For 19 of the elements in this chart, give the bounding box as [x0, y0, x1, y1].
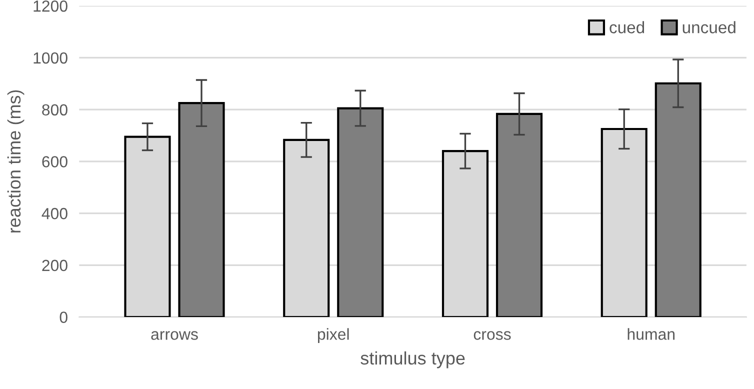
x-tick-label: human [628, 328, 675, 340]
x-tick-label: cross [474, 331, 511, 340]
x-tick-label: pixel [318, 328, 349, 344]
legend-label: uncued [682, 21, 736, 34]
y-tick-label: 1000 [34, 52, 68, 64]
y-tick-label: 600 [42, 156, 68, 168]
y-tick-label: 400 [42, 208, 68, 220]
y-tick-label: 800 [42, 104, 68, 116]
y-axis-title: reaction time (ms) [7, 90, 24, 232]
y-tick-label: 200 [42, 260, 68, 272]
bar [178, 102, 225, 318]
bar [654, 82, 702, 318]
bar [337, 107, 384, 318]
x-axis-title: stimulus type [360, 351, 465, 368]
legend-label: cued [610, 21, 644, 34]
x-tick-label: arrows [151, 331, 198, 340]
y-tick-label: 0 [60, 312, 68, 323]
y-tick-label: 1200 [34, 0, 68, 12]
bar [496, 112, 543, 318]
